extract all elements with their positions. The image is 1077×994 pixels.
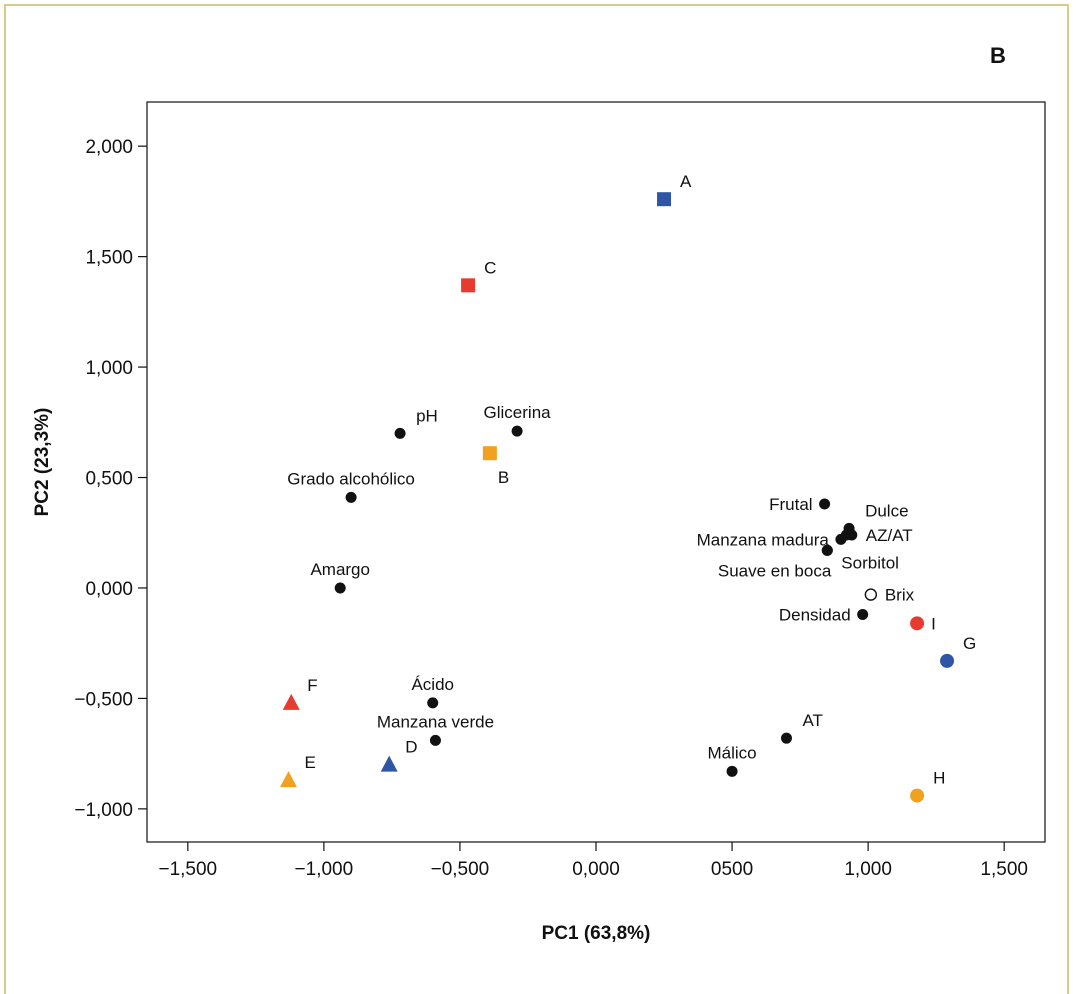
data-point-marker (429, 734, 441, 746)
y-tick-label: 0,500 (85, 469, 133, 490)
x-tick-label: −1,000 (295, 859, 354, 880)
data-point-label: F (307, 676, 317, 695)
data-point-marker (819, 498, 831, 510)
data-point-label: C (484, 258, 496, 277)
x-tick-label: 1,000 (844, 859, 892, 880)
data-point-marker (726, 765, 738, 777)
data-point-marker (394, 427, 406, 439)
y-tick-label: 1,000 (85, 358, 133, 379)
data-point-label: Manzana madura (697, 530, 830, 549)
data-point-marker (380, 755, 398, 772)
data-point-label: G (963, 634, 976, 653)
y-axis-title: PC2 (23,3%) (32, 408, 53, 517)
data-point-marker (345, 491, 357, 503)
figure-frame (4, 4, 1069, 994)
data-point-label: B (498, 468, 509, 487)
data-point-label: pH (416, 406, 438, 425)
data-point-marker (940, 653, 955, 668)
x-tick-label: 0500 (711, 859, 753, 880)
data-point-marker (821, 544, 833, 556)
data-point-label: A (680, 172, 692, 191)
plot-area (146, 101, 1046, 843)
data-point-marker (864, 588, 878, 601)
x-tick-label: −0,500 (431, 859, 490, 880)
data-point-marker (427, 697, 439, 709)
y-tick-label: 0,000 (85, 579, 133, 600)
data-point-marker (280, 771, 298, 788)
data-point-marker (780, 732, 792, 744)
data-point-label: Brix (885, 586, 915, 605)
data-point-label: Frutal (769, 495, 812, 514)
data-point-label: E (305, 753, 316, 772)
data-point-marker (482, 446, 497, 461)
data-point-label: Ácido (411, 675, 454, 694)
data-point-marker (910, 616, 925, 631)
data-point-marker (857, 608, 869, 620)
data-point-label: AT (802, 711, 822, 730)
data-point-label: I (931, 614, 936, 633)
x-tick-label: 1,500 (980, 859, 1028, 880)
data-point-marker (846, 529, 858, 541)
data-point-label: Málico (707, 743, 756, 762)
y-tick-label: 1,500 (85, 248, 133, 269)
data-point-marker (282, 693, 300, 710)
data-point-marker (511, 425, 523, 437)
data-point-label: Amargo (310, 560, 370, 579)
y-tick-label: −1,000 (74, 800, 133, 821)
x-tick-label: −1,500 (158, 859, 217, 880)
data-point-label: Suave en boca (718, 561, 832, 580)
y-axis: 2,000 1,500 1,000 0,500 0,000 −0,500 −1,000 (74, 137, 147, 821)
data-point-label: Manzana verde (377, 712, 494, 731)
data-point-label: Dulce (865, 501, 908, 520)
data-point-marker (657, 192, 672, 207)
x-tick-label: 0,000 (572, 859, 620, 880)
data-points: A C BpH Glicerina Grado alcohólico Amargo Frut… (280, 172, 976, 803)
data-point-label: Sorbitol (841, 553, 899, 572)
data-point-label: AZ/AT (866, 526, 913, 545)
data-point-label: Grado alcohólico (287, 469, 415, 488)
data-point-marker (334, 582, 346, 594)
x-axis: −1,500 −1,000 −0,500 0,000 0500 1,000 1,500 (158, 842, 1028, 880)
data-point-marker (835, 533, 847, 545)
data-point-label: H (933, 769, 945, 788)
data-point-marker (461, 278, 476, 293)
data-point-marker (910, 788, 925, 803)
y-tick-label: −0,500 (74, 689, 133, 710)
x-axis-title: PC1 (63,8%) (542, 923, 651, 944)
data-point-label: Glicerina (484, 403, 552, 422)
y-tick-label: 2,000 (85, 137, 133, 158)
data-point-label: D (405, 738, 417, 757)
panel-label: B (990, 43, 1006, 68)
data-point-label: Densidad (779, 605, 851, 624)
